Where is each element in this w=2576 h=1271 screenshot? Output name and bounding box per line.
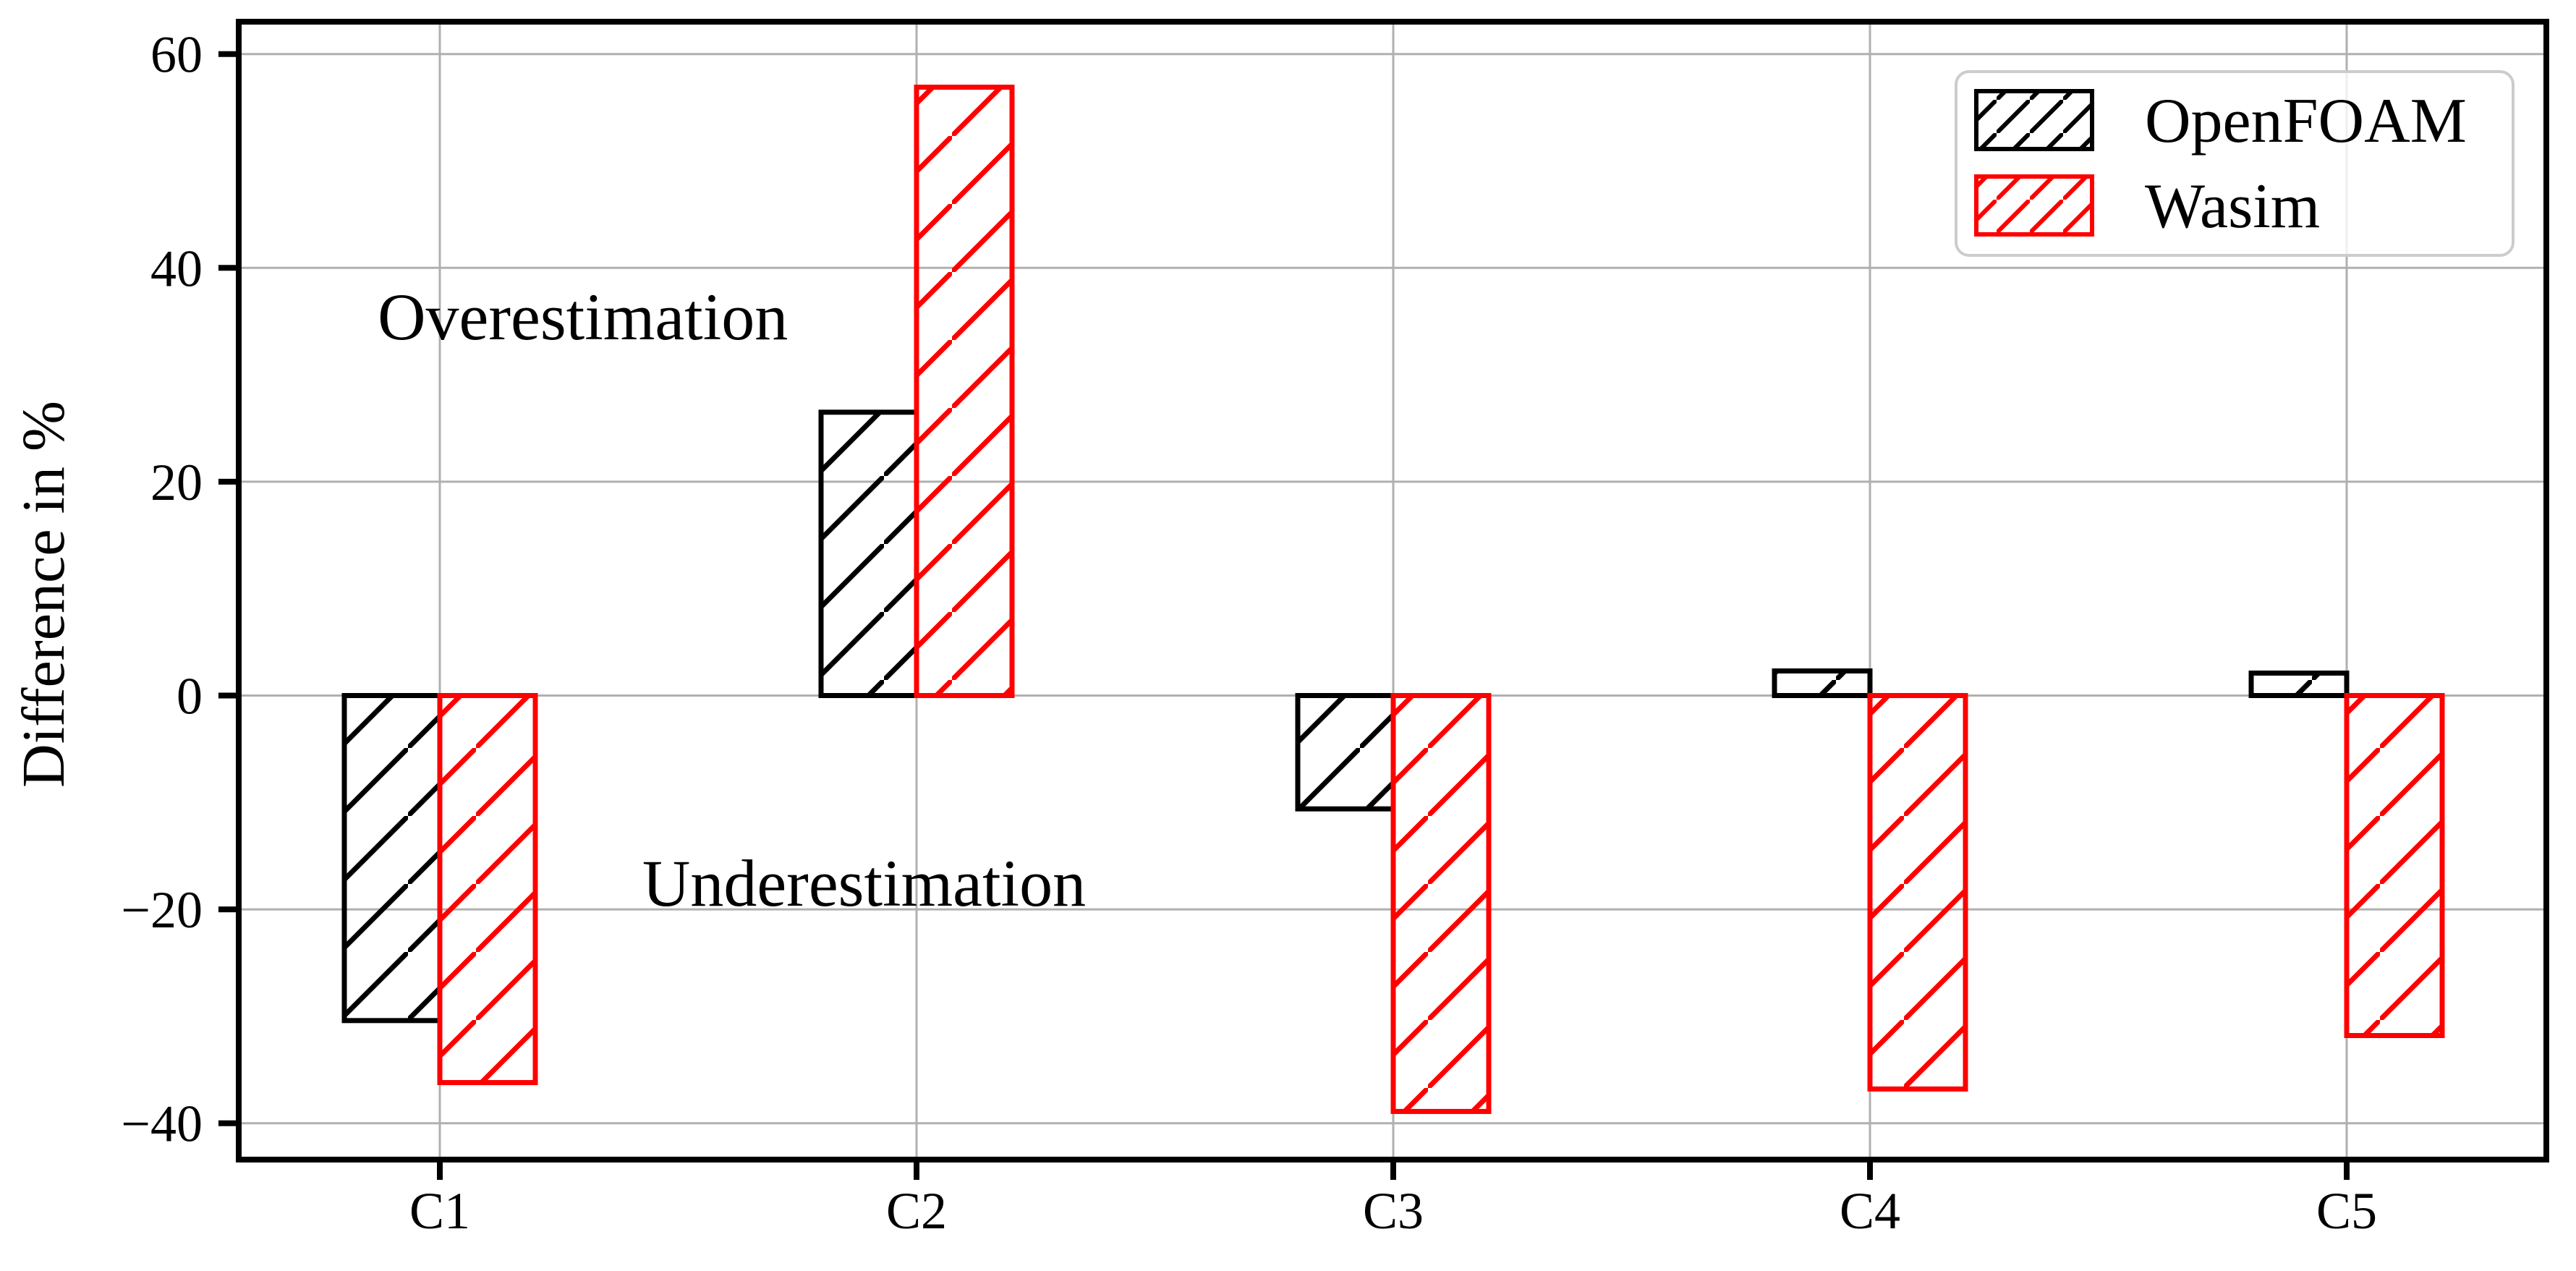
legend: OpenFOAM Wasim [1955,70,2515,257]
y-tick-label--20: −20 [121,881,203,939]
bars [341,85,2445,1114]
y-tick-label--40: −40 [121,1095,203,1153]
y-tick-label-60: 60 [150,26,203,84]
y-axis-label: Difference in % [10,401,77,788]
x-tick-label-C3: C3 [1363,1182,1424,1240]
bar-C4-OpenFOAM [1772,668,1873,698]
bar-C2-OpenFOAM [818,409,919,699]
bar-C5-Wasim [2344,693,2445,1039]
x-tick-label-C1: C1 [409,1182,470,1240]
bar-C4-Wasim [1867,693,1968,1092]
y-tick-label-0: 0 [177,668,203,726]
axes-ticks: 60 40 20 0 −20 −40 C1 C2 C3 C4 C5 [121,26,2377,1240]
x-tick-label-C2: C2 [886,1182,947,1240]
bar-C5-OpenFOAM [2248,670,2350,698]
annotation-underestimation: Underestimation [642,846,1086,920]
bar-C1-Wasim [437,693,538,1086]
bar-C2-Wasim [914,85,1015,698]
bar-C1-OpenFOAM [341,693,443,1024]
y-tick-label-40: 40 [150,239,203,297]
bar-C3-OpenFOAM [1295,693,1396,812]
legend-box [1955,70,2515,257]
x-tick-label-C5: C5 [2316,1182,2377,1240]
legend-label-Wasim: Wasim [2145,171,2320,242]
legend-swatch-Wasim-hatch-icon [1974,174,2094,237]
legend-label-OpenFOAM: OpenFOAM [2145,86,2467,156]
legend-swatch-OpenFOAM-hatch-icon [1974,89,2094,151]
annotation-overestimation: Overestimation [378,280,788,354]
x-tick-label-C4: C4 [1840,1182,1900,1240]
bar-C3-Wasim [1390,693,1492,1114]
y-tick-label-20: 20 [150,454,203,511]
